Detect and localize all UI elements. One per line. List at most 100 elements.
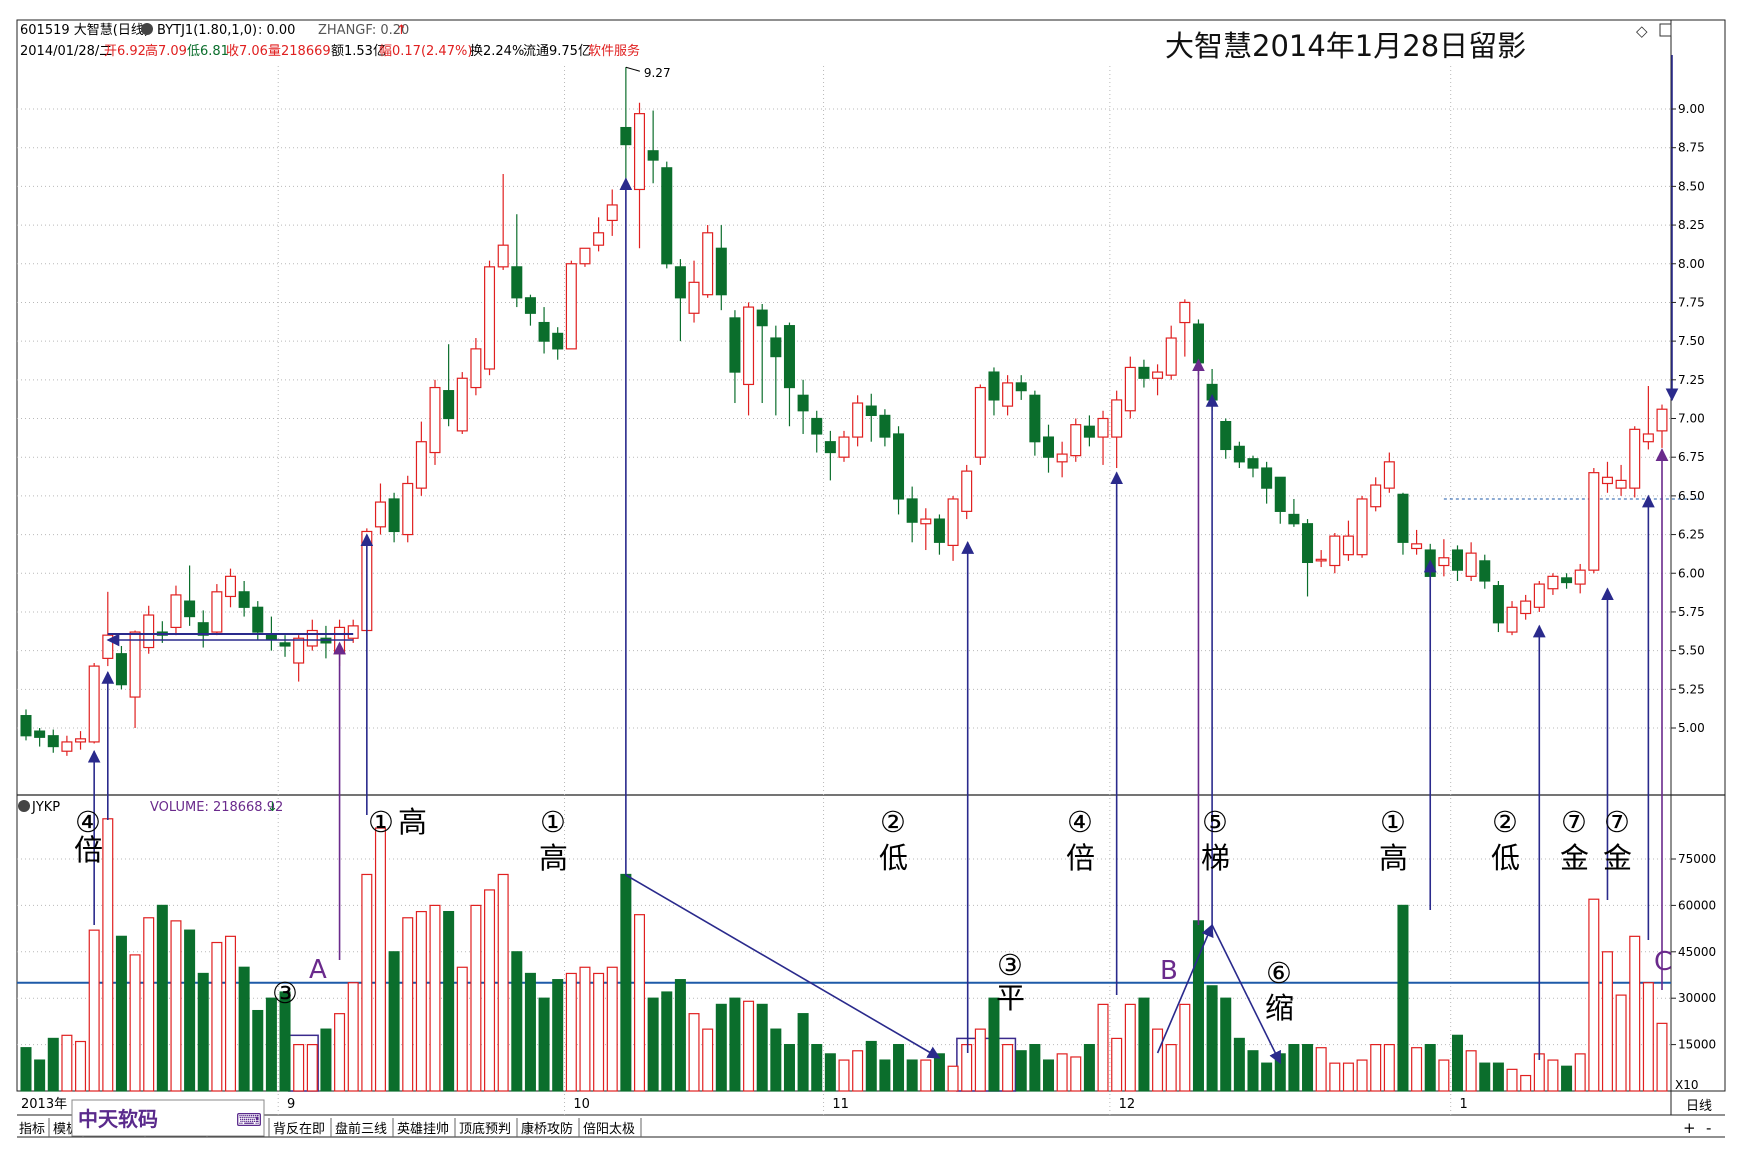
volume-bar: [1506, 1068, 1518, 1092]
volume-bar: [1042, 1059, 1055, 1092]
volume-bar: [988, 997, 1000, 1092]
candle-body: [511, 266, 523, 299]
peak-pointer: [625, 66, 641, 72]
candle-body: [893, 433, 905, 500]
box-flat-volume: [956, 1037, 1017, 1092]
volume-bar: [1274, 1053, 1286, 1092]
candle-body: [688, 281, 700, 314]
volume-bar: [579, 966, 591, 1092]
candle-body: [1070, 424, 1082, 457]
candle-body: [347, 625, 359, 639]
candle-body: [1629, 428, 1641, 489]
bottom-tab[interactable]: 顶底预判: [459, 1121, 511, 1137]
bottom-tab[interactable]: 康桥攻防: [521, 1121, 573, 1137]
candle-body: [756, 309, 768, 327]
volume-bar: [811, 1043, 823, 1092]
volume-bar: [729, 997, 741, 1092]
bottom-tab[interactable]: 英雄挂帅: [397, 1122, 449, 1137]
annotation-char: 低: [1491, 841, 1520, 875]
candle-body: [1042, 436, 1055, 458]
volume-bar: [1561, 1065, 1573, 1092]
diamond-icon[interactable]: ◇: [1636, 22, 1648, 40]
volume-tick-label: 30000: [1678, 991, 1716, 1005]
candle-body: [388, 498, 400, 533]
indicator-value: : 0.00: [258, 23, 295, 38]
candle-body: [1097, 417, 1109, 438]
volume-bar: [1315, 1047, 1327, 1092]
quote-high: 高7.09: [145, 43, 187, 59]
candle-body: [1015, 382, 1027, 392]
price-tick-label: 8.75: [1678, 141, 1705, 155]
volume-tick-label: 15000: [1678, 1038, 1716, 1052]
candle-body: [920, 518, 932, 525]
volume-bar: [347, 982, 359, 1092]
header: 601519 大智慧(日线) BYTJ1(1.80,1,0) : 0.00 ZH…: [20, 22, 1672, 63]
letter-b: B: [1160, 956, 1178, 986]
candle-body: [852, 402, 864, 438]
volume-bar: [756, 1003, 768, 1092]
bottom-tab[interactable]: 盘前三线: [335, 1121, 387, 1137]
square-icon[interactable]: [1659, 23, 1672, 37]
volume-bar: [661, 991, 673, 1092]
volume-bar: [115, 935, 127, 1092]
volume-bar: [129, 954, 141, 1092]
volume-value: VOLUME: 218668.92: [150, 800, 283, 815]
candle-body: [1574, 569, 1586, 585]
volume-bar: [1411, 1047, 1423, 1092]
volume-bar: [34, 1059, 46, 1092]
x-axis-label: 1: [1460, 1097, 1468, 1112]
candle-body: [865, 405, 877, 417]
volume-tick-label: 60000: [1678, 898, 1716, 912]
candle-body: [647, 150, 659, 161]
letter-a: A: [309, 955, 327, 985]
volume-bar: [1397, 904, 1409, 1092]
candle-body: [1261, 467, 1273, 489]
volume-settings-icon[interactable]: [18, 800, 30, 812]
volume-bar: [61, 1034, 73, 1092]
volume-bar: [1601, 951, 1613, 1092]
candle-body: [252, 606, 264, 633]
arrow-volume-shrink: [1211, 924, 1281, 1065]
volume-bar: [334, 1013, 346, 1092]
x-axis-label: 2013年: [21, 1097, 67, 1112]
price-tick-label: 7.00: [1678, 412, 1705, 426]
keyboard-icon: ⌨: [236, 1110, 262, 1131]
candle-body: [633, 113, 646, 191]
candle-body: [565, 263, 577, 350]
annotation-number: ④: [1067, 805, 1093, 839]
volume-bar: [497, 873, 509, 1092]
volume-tick-label: 45000: [1678, 945, 1716, 959]
candle-body: [429, 386, 441, 454]
annotation-char: 金: [1560, 841, 1589, 875]
volume-bar: [1029, 1043, 1041, 1092]
volume-bar: [1370, 1043, 1382, 1092]
candle-body: [606, 204, 618, 222]
volume-bar: [443, 910, 455, 1092]
zoom-in-button[interactable]: +: [1683, 1119, 1696, 1137]
zoom-out-button[interactable]: -: [1706, 1119, 1711, 1137]
volume-bar: [1111, 1037, 1123, 1092]
candle-body: [1179, 301, 1191, 324]
candle-body: [1192, 323, 1204, 364]
candle-body: [1029, 394, 1041, 443]
volume-bar: [1097, 1003, 1109, 1092]
volume-bar: [252, 1009, 264, 1092]
price-axis-labels: 9.00 8.75 8.50 8.25 8.00 7.75 7.50 7.25 7.00 6.75…: [1671, 102, 1705, 735]
settings-icon[interactable]: [141, 23, 153, 35]
volume-bar: [906, 1059, 918, 1092]
candle-body: [524, 297, 536, 314]
bottom-tab[interactable]: 指标: [19, 1122, 45, 1137]
volume-bar: [265, 997, 277, 1092]
volume-bar: [1002, 1043, 1014, 1092]
annotation-char: 梯: [1201, 841, 1230, 875]
bottom-tab[interactable]: 倍阳太极: [583, 1122, 635, 1137]
candle-body: [1370, 484, 1382, 508]
candle-body: [729, 317, 741, 373]
candle-body: [443, 390, 455, 420]
candle-body: [593, 232, 605, 246]
watermark: 中天软码 ⌨: [71, 1099, 265, 1137]
bottom-tab[interactable]: 背反在即: [273, 1122, 325, 1137]
annotation-number: ④: [75, 805, 101, 839]
volume-bar: [484, 889, 496, 1092]
